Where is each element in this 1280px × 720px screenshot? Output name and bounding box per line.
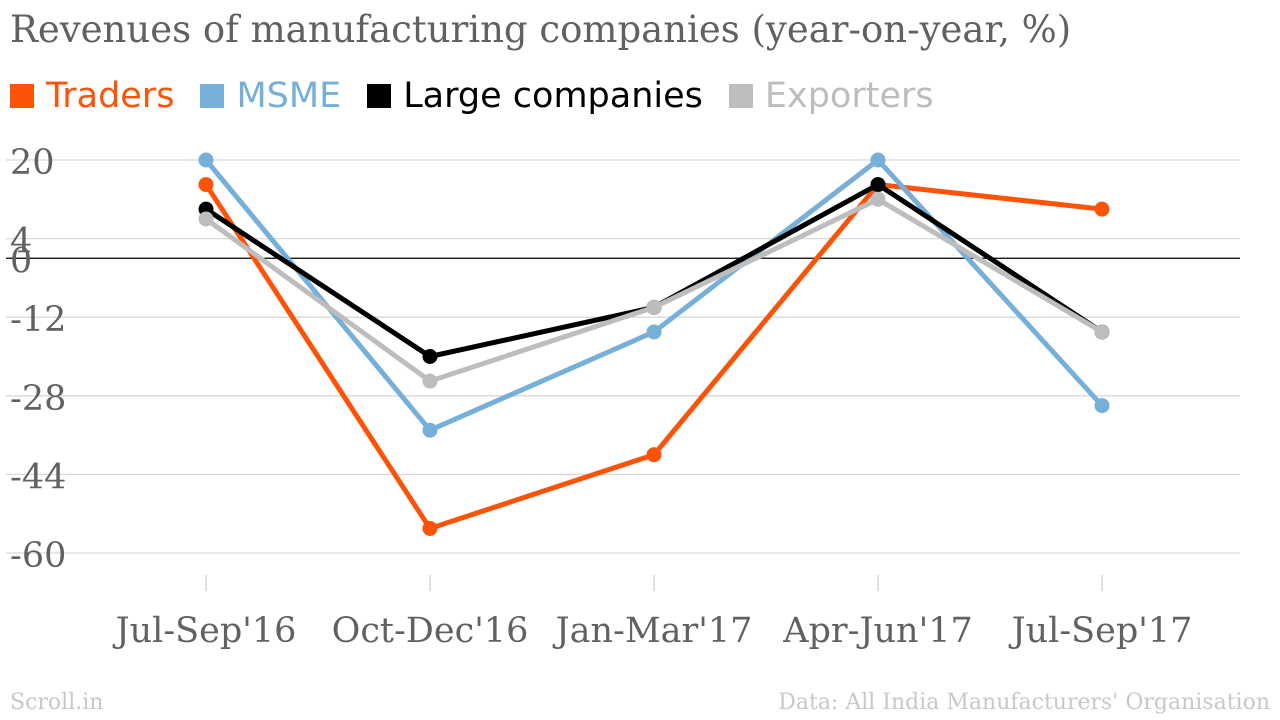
series-line: [203, 196, 1105, 384]
legend-label: MSME: [236, 76, 342, 116]
data-point: [646, 447, 662, 463]
data-point: [198, 177, 214, 193]
data-point: [1094, 324, 1110, 340]
legend-label: Exporters: [764, 76, 934, 116]
series-traders: [198, 177, 1110, 536]
legend-swatch: [200, 84, 225, 108]
y-tick-label: 4: [10, 222, 32, 262]
footer-source: Data: All India Manufacturers' Organisat…: [778, 690, 1270, 715]
legend-item: Traders: [10, 76, 174, 116]
series-line: [203, 182, 1105, 531]
x-tick-labels: Jul-Sep'16 Oct-Dec'16 Jan-Mar'17 Apr-Jun'17…: [113, 575, 1193, 651]
x-tick-label: Jul-Sep'17: [1009, 611, 1193, 651]
y-tick-label: 20: [10, 143, 55, 183]
data-point: [422, 422, 438, 438]
legend-swatch: [367, 84, 392, 108]
data-point: [1094, 201, 1110, 217]
chart-title: Revenues of manufacturing companies (yea…: [10, 8, 1072, 51]
series-layer: [198, 152, 1110, 536]
legend-item: Exporters: [728, 76, 934, 116]
x-tick-label: Oct-Dec'16: [332, 611, 529, 651]
legend-swatch: [728, 84, 753, 108]
data-point: [422, 373, 438, 389]
data-point: [422, 520, 438, 536]
legend-item: MSME: [200, 76, 341, 116]
y-tick-label: -60: [10, 536, 66, 576]
series-exporters: [198, 191, 1110, 389]
footer-brand: Scroll.in: [10, 690, 104, 715]
x-tick-label: Jul-Sep'16: [113, 611, 297, 651]
data-point: [198, 211, 214, 227]
data-point: [646, 299, 662, 315]
data-point: [422, 349, 438, 364]
data-point: [870, 177, 886, 193]
data-point: [646, 324, 662, 340]
legend: Traders MSME Large companies Exporters: [10, 76, 960, 116]
legend-label: Traders: [46, 76, 175, 116]
data-point: [870, 191, 886, 207]
legend-item: Large companies: [367, 76, 703, 116]
y-tick-label: -12: [10, 300, 66, 340]
y-tick-label: 0: [10, 241, 32, 281]
x-tick-label: Jan-Mar'17: [553, 611, 753, 651]
legend-swatch: [10, 84, 34, 108]
data-point: [870, 152, 886, 168]
y-tick-label: -28: [10, 379, 66, 419]
y-tick-label: -44: [10, 457, 66, 497]
data-point: [1094, 398, 1110, 414]
legend-label: Large companies: [403, 76, 703, 116]
x-tick-label: Apr-Jun'17: [782, 611, 973, 651]
y-tick-labels: 20 40 -12 -28 -44 -60: [10, 143, 66, 576]
data-point: [198, 152, 214, 168]
